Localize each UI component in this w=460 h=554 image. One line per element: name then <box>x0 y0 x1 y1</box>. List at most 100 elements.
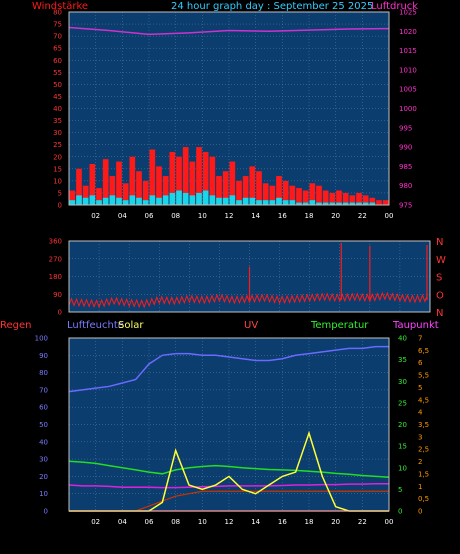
weather-x-tick: 08 <box>171 518 180 526</box>
wind-gust-bar <box>169 151 176 205</box>
wind-x-tick: 02 <box>91 212 100 220</box>
pressure-tick-label: 985 <box>399 163 412 171</box>
regen-tick-label: 90 <box>39 352 48 360</box>
wind-avg-bar <box>296 202 302 205</box>
temperature-tick-label: 0 <box>398 508 402 516</box>
wind-tick-label: 80 <box>53 9 62 17</box>
wind-gust-bar <box>109 176 116 205</box>
wind-tick-label: 45 <box>53 93 62 101</box>
wind-avg-bar <box>262 200 269 205</box>
wind-avg-bar <box>96 200 102 205</box>
wind-avg-bar <box>289 200 296 205</box>
wind-avg-bar <box>249 197 256 205</box>
uv-tick-label: 7 <box>418 335 422 343</box>
wind-avg-bar <box>242 197 249 205</box>
weather-plot-border <box>68 337 390 512</box>
legend-uv: UV <box>244 320 259 331</box>
wind-avg-bar <box>316 202 322 205</box>
regen-tick-label: 60 <box>39 404 48 412</box>
regen-tick-label: 100 <box>35 335 48 343</box>
weather-x-tick: 18 <box>305 518 314 526</box>
wind-avg-bar <box>342 202 349 205</box>
wind-avg-bar <box>349 202 356 205</box>
wind-avg-bar <box>76 195 82 205</box>
pressure-tick-label: 1020 <box>399 28 417 36</box>
wind-gust-bar <box>309 183 316 205</box>
wind-x-tick: 08 <box>171 212 180 220</box>
wind-x-tick: 06 <box>145 212 154 220</box>
wind-tick-label: 40 <box>53 105 62 113</box>
wind-gust-bar <box>276 176 282 205</box>
temperature-line <box>68 460 390 479</box>
pressure-tick-label: 1005 <box>399 86 417 94</box>
wind-gust-bar <box>356 192 362 205</box>
direction-tick-label: 270 <box>49 255 62 263</box>
wind-gust-bar <box>376 200 382 205</box>
wind-avg-bar <box>209 195 216 205</box>
wind-avg-bar <box>216 197 222 205</box>
dewpoint-line <box>68 483 389 489</box>
wind-gust-bar <box>256 171 262 205</box>
wind-gust-bar <box>142 180 149 205</box>
header-right-label: Luftdruck <box>371 1 419 12</box>
chart-title: 24 hour graph day : September 25 2025 <box>171 1 374 12</box>
wind-tick-label: 20 <box>53 153 62 161</box>
compass-label: N <box>436 308 443 319</box>
pressure-tick-label: 1015 <box>399 47 417 55</box>
wind-tick-label: 60 <box>53 57 62 65</box>
wind-avg-bar <box>329 202 336 205</box>
wind-gust-bar <box>362 195 369 205</box>
direction-plot-border <box>68 240 431 313</box>
weather-x-tick: 00 <box>385 518 394 526</box>
temperature-tick-label: 35 <box>398 356 407 364</box>
wind-x-tick: 10 <box>198 212 207 220</box>
weather-x-tick: 16 <box>278 518 287 526</box>
wind-gust-bar <box>342 192 349 205</box>
wind-avg-bar <box>336 202 342 205</box>
uv-tick-label: 5,5 <box>418 372 429 380</box>
wind-tick-label: 65 <box>53 45 62 53</box>
regen-tick-label: 40 <box>39 438 48 446</box>
legend-regen: Regen <box>0 320 32 331</box>
wind-gust-bar <box>136 171 142 205</box>
wind-avg-bar <box>102 197 109 205</box>
wind-avg-bar <box>236 200 242 205</box>
uv-tick-label: 3,5 <box>418 421 429 429</box>
wind-avg-bar <box>82 197 89 205</box>
wind-avg-bar <box>142 200 149 205</box>
wind-avg-bar <box>196 192 202 205</box>
regen-tick-label: 70 <box>39 386 48 394</box>
wind-x-tick: 16 <box>278 212 287 220</box>
wind-gust-bar <box>296 188 302 205</box>
wind-gust-bar <box>82 185 89 205</box>
wind-avg-bar <box>156 197 162 205</box>
uv-tick-label: 0 <box>418 508 422 516</box>
wind-x-tick: 00 <box>385 212 394 220</box>
wind-avg-bar <box>369 202 376 205</box>
wind-gust-bar <box>69 190 76 205</box>
regen-tick-label: 30 <box>39 456 48 464</box>
pressure-tick-label: 990 <box>399 144 412 152</box>
pressure-tick-label: 1000 <box>399 105 417 113</box>
wind-gust-bar <box>76 168 82 205</box>
weather-x-tick: 20 <box>331 518 340 526</box>
temperature-tick-label: 20 <box>398 421 407 429</box>
regen-tick-label: 0 <box>44 508 48 516</box>
direction-tick-label: 0 <box>58 309 62 317</box>
pressure-line <box>68 26 390 36</box>
wind-tick-label: 25 <box>53 141 62 149</box>
wind-avg-bar <box>162 195 169 205</box>
wind-gust-bar <box>382 200 389 205</box>
wind-gust-bar <box>229 161 236 205</box>
temperature-tick-label: 15 <box>398 443 407 451</box>
uv-tick-label: 4 <box>418 409 423 417</box>
wind-avg-bar <box>136 197 142 205</box>
wind-avg-bar <box>189 195 196 205</box>
regen-tick-label: 50 <box>39 421 48 429</box>
temperature-tick-label: 25 <box>398 399 407 407</box>
wind-avg-bar <box>122 200 129 205</box>
humidity-line <box>68 345 389 393</box>
wind-gust-bar <box>209 156 216 205</box>
compass-label: N <box>436 237 443 248</box>
wind-tick-label: 35 <box>53 117 62 125</box>
